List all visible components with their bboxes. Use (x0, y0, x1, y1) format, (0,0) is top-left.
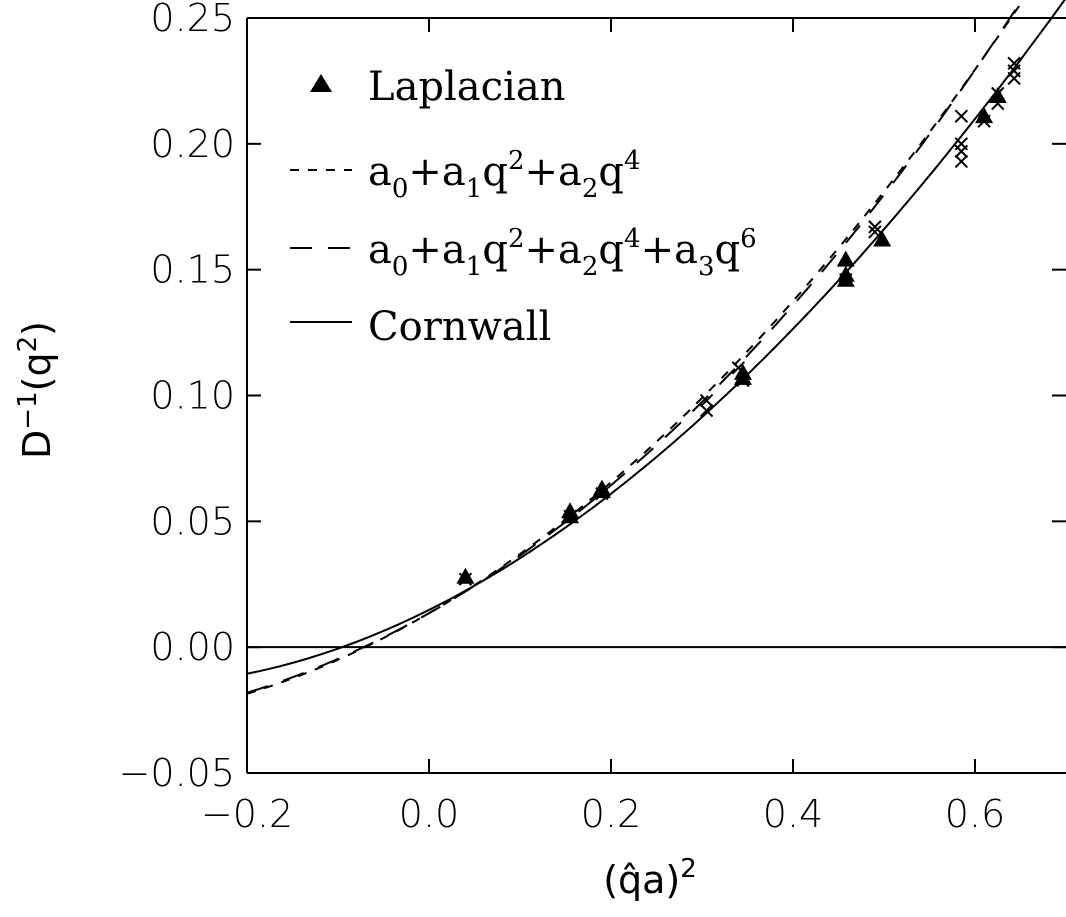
triangle-point (456, 567, 475, 584)
fit-curve-dashed-short (246, 0, 1025, 695)
triangle-point (592, 482, 611, 499)
y-tick-label: 0.10 (150, 374, 235, 418)
y-tick-label: −0.05 (119, 751, 235, 795)
x-axis-label: (q̂a)2 (603, 854, 697, 902)
x-tick-label: 0.2 (581, 792, 641, 836)
x-tick-label: 0.4 (763, 792, 823, 836)
x-point (839, 273, 853, 287)
legend-fit3-label: a0+a1q2+a2q4+a3q6 (368, 224, 757, 282)
x-point (699, 393, 714, 408)
y-tick-label: 0.05 (150, 499, 235, 543)
triangle-point (873, 230, 892, 247)
x-point (458, 572, 473, 586)
triangle-point (975, 107, 994, 124)
x-point (868, 225, 882, 239)
x-point (977, 114, 991, 128)
y-tick-label: 0.20 (150, 122, 235, 166)
x-point (991, 96, 1005, 111)
x-point (868, 220, 882, 234)
legend-cornwall-label: Cornwall (368, 304, 551, 350)
fit-curves (246, 0, 1066, 695)
x-point (731, 361, 746, 375)
data-points (456, 56, 1021, 586)
x-point (1007, 71, 1021, 86)
axis-ticks: −0.05 0.00 0.05 0.10 0.15 0.20 0.25 −0.2 0.0 0.2 0… (119, 0, 1066, 836)
x-tick-label: −0.2 (201, 792, 293, 836)
legend: Laplacian a0+a1q2+a2q4 a0+a1q2+a2q4+a3q6… (290, 64, 757, 350)
x-point (991, 86, 1005, 101)
triangle-point (836, 250, 855, 267)
legend-fit2-label: a0+a1q2+a2q4 (368, 146, 641, 204)
y-tick-label: 0.25 (150, 0, 235, 40)
x-point (563, 509, 577, 524)
x-point (736, 373, 750, 388)
x-point (595, 486, 609, 501)
y-tick-label: 0.00 (150, 625, 235, 669)
plot-frame (246, 17, 1066, 774)
triangle-point (733, 368, 752, 385)
legend-triangle-marker (310, 74, 332, 92)
x-tick-label: 0.0 (399, 792, 459, 836)
y-axis-label: D−1(q2) (13, 321, 59, 459)
x-point (954, 144, 969, 159)
x-point (699, 403, 714, 418)
y-tick-label: 0.15 (150, 248, 235, 292)
triangle-point (988, 87, 1007, 104)
x-tick-label: 0.6 (945, 792, 1005, 836)
fit-curve-solid (246, 0, 1066, 675)
legend-laplacian-label: Laplacian (368, 64, 565, 110)
x-point (954, 109, 969, 123)
x-point (954, 154, 969, 169)
